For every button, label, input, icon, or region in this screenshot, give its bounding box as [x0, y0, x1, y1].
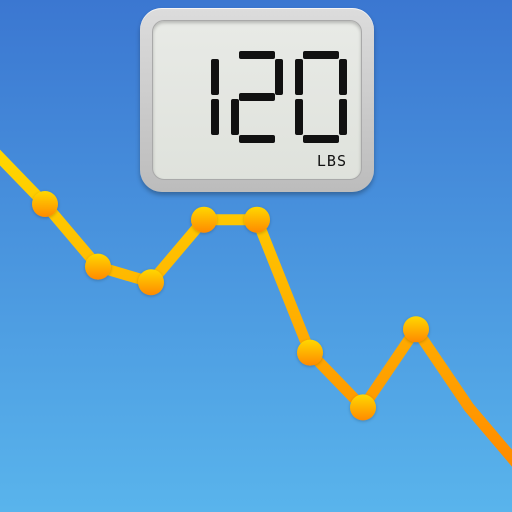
lcd-segment [239, 93, 275, 101]
lcd-segment [239, 51, 275, 59]
lcd-segment [275, 59, 283, 95]
trend-point [85, 253, 111, 280]
weight-unit: LBS [316, 152, 347, 170]
trend-point [32, 191, 58, 218]
lcd-segment [339, 99, 347, 135]
lcd-segment [231, 99, 239, 135]
lcd-segment [211, 99, 219, 135]
lcd-segment [211, 59, 219, 95]
lcd-digit [295, 51, 347, 143]
weight-readout [211, 51, 347, 143]
lcd-screen: LBS [152, 20, 362, 180]
lcd-digit [211, 59, 219, 135]
lcd-segment [239, 135, 275, 143]
lcd-segment [303, 135, 339, 143]
weight-trend-chart [0, 149, 512, 467]
trend-point [403, 316, 429, 343]
trend-point [350, 394, 376, 421]
scale-display: LBS [140, 8, 374, 192]
trend-point [297, 339, 323, 366]
lcd-segment [339, 59, 347, 95]
lcd-segment [295, 59, 303, 95]
trend-point [191, 206, 217, 233]
trend-point [138, 269, 164, 296]
trend-point [244, 206, 270, 233]
lcd-segment [295, 99, 303, 135]
lcd-segment [303, 51, 339, 59]
lcd-digit [231, 51, 283, 143]
